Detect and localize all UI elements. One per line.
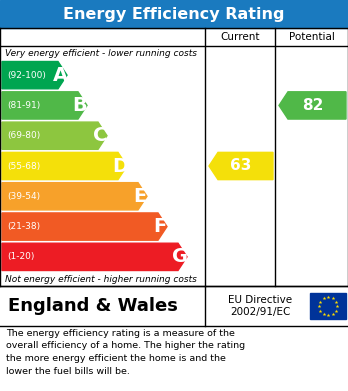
Polygon shape bbox=[2, 243, 187, 271]
Text: 63: 63 bbox=[230, 158, 252, 174]
Text: C: C bbox=[93, 126, 107, 145]
Text: (1-20): (1-20) bbox=[7, 252, 34, 261]
Text: (39-54): (39-54) bbox=[7, 192, 40, 201]
Polygon shape bbox=[2, 213, 167, 240]
Text: (21-38): (21-38) bbox=[7, 222, 40, 231]
Text: E: E bbox=[133, 187, 147, 206]
Text: 2002/91/EC: 2002/91/EC bbox=[230, 307, 290, 317]
Bar bbox=[0, 286, 348, 326]
Polygon shape bbox=[279, 92, 346, 119]
Polygon shape bbox=[2, 183, 147, 210]
Text: (92-100): (92-100) bbox=[7, 71, 46, 80]
Text: Current: Current bbox=[220, 32, 260, 42]
Bar bbox=[0, 0, 348, 28]
Text: EU Directive: EU Directive bbox=[228, 295, 292, 305]
Text: Potential: Potential bbox=[288, 32, 334, 42]
Bar bbox=[0, 28, 348, 286]
Text: (55-68): (55-68) bbox=[7, 161, 40, 170]
Text: B: B bbox=[73, 96, 87, 115]
Text: The energy efficiency rating is a measure of the
overall efficiency of a home. T: The energy efficiency rating is a measur… bbox=[6, 329, 245, 375]
Text: Not energy efficient - higher running costs: Not energy efficient - higher running co… bbox=[5, 274, 197, 283]
Text: (81-91): (81-91) bbox=[7, 101, 40, 110]
Polygon shape bbox=[2, 92, 87, 119]
Text: A: A bbox=[53, 66, 68, 84]
Text: Very energy efficient - lower running costs: Very energy efficient - lower running co… bbox=[5, 48, 197, 57]
Polygon shape bbox=[2, 61, 67, 89]
Polygon shape bbox=[2, 122, 107, 149]
Polygon shape bbox=[209, 152, 273, 179]
Text: 82: 82 bbox=[302, 98, 323, 113]
Text: D: D bbox=[112, 156, 128, 176]
Text: G: G bbox=[172, 248, 188, 266]
Text: F: F bbox=[153, 217, 167, 236]
Text: England & Wales: England & Wales bbox=[8, 297, 178, 315]
Text: Energy Efficiency Rating: Energy Efficiency Rating bbox=[63, 7, 285, 22]
Polygon shape bbox=[2, 152, 127, 179]
Bar bbox=[310, 293, 346, 319]
Text: (69-80): (69-80) bbox=[7, 131, 40, 140]
